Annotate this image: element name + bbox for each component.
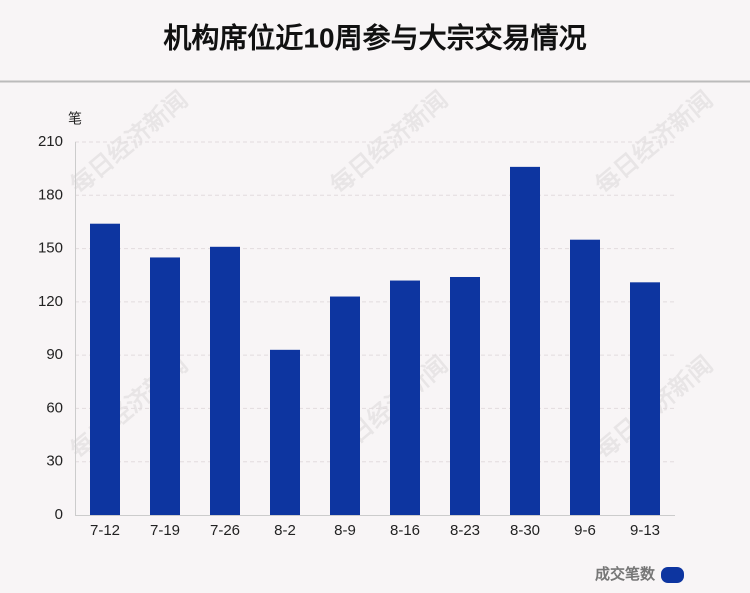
bar (90, 223, 120, 515)
x-tick-label: 7-19 (150, 522, 180, 539)
y-axis-unit: 笔 (68, 111, 82, 127)
bar (450, 276, 480, 515)
y-tick-label: 150 (38, 240, 63, 257)
bar (330, 296, 360, 515)
x-tick-label: 8-9 (334, 522, 356, 539)
x-tick-label: 7-12 (90, 522, 120, 539)
y-tick-label: 90 (46, 346, 63, 363)
bar (210, 246, 240, 516)
bar (510, 166, 540, 515)
x-tick-label: 9-13 (630, 522, 660, 539)
x-tick-label: 7-26 (210, 522, 240, 539)
chart-title: 机构席位近10周参与大宗交易情况 (163, 21, 586, 53)
legend-label: 成交笔数 (595, 565, 656, 583)
bar (630, 282, 660, 515)
y-tick-label: 210 (38, 133, 63, 150)
x-tick-label: 8-23 (450, 522, 480, 539)
y-tick-label: 180 (38, 186, 63, 203)
x-tick-label: 8-16 (390, 522, 420, 539)
x-tick-label: 8-30 (510, 522, 540, 539)
legend-swatch (661, 567, 684, 583)
x-tick-label: 9-6 (574, 522, 596, 539)
y-tick-label: 60 (46, 399, 63, 416)
bar (390, 280, 420, 515)
bar (150, 257, 180, 515)
bar (270, 349, 300, 515)
y-tick-label: 120 (38, 293, 63, 310)
bar (570, 239, 600, 515)
x-tick-label: 8-2 (274, 522, 296, 539)
y-tick-label: 0 (55, 506, 63, 523)
y-tick-label: 30 (46, 453, 63, 470)
